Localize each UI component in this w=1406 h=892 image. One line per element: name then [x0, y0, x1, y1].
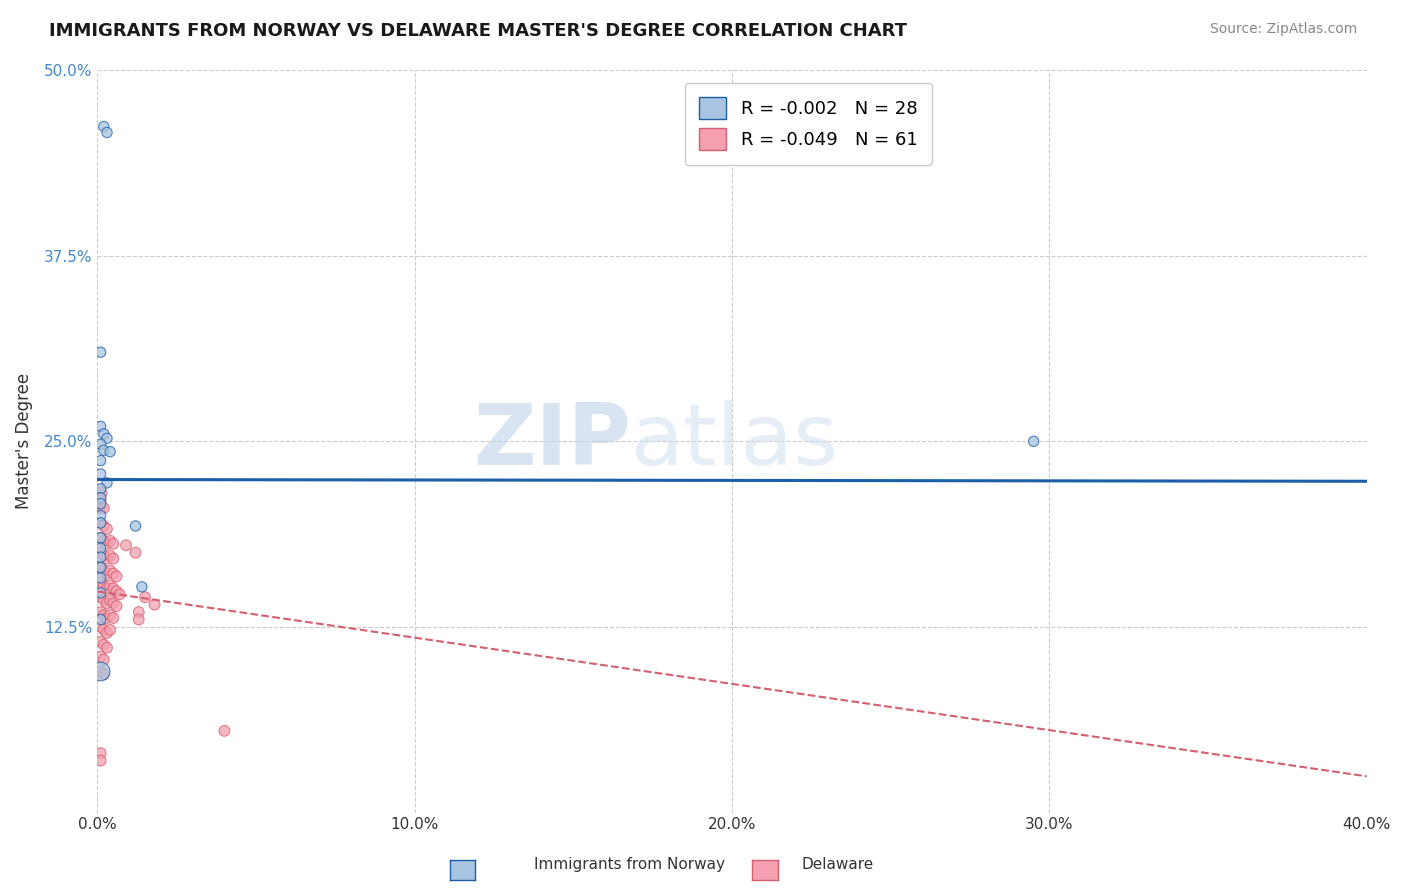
Text: Delaware: Delaware — [801, 857, 873, 872]
Point — [96, 522, 118, 536]
Point — [90, 345, 112, 359]
Point — [96, 537, 118, 551]
Point — [93, 593, 115, 607]
Point — [96, 475, 118, 490]
Point — [90, 560, 112, 574]
Point — [128, 613, 150, 627]
Point — [93, 501, 115, 516]
Point — [90, 482, 112, 496]
Point — [98, 564, 121, 578]
Point — [90, 746, 112, 760]
Y-axis label: Master's Degree: Master's Degree — [15, 373, 32, 509]
Point — [96, 640, 118, 655]
Point — [96, 625, 118, 640]
Point — [103, 596, 125, 610]
Point — [93, 623, 115, 637]
Point — [98, 593, 121, 607]
Point — [93, 549, 115, 563]
Point — [90, 586, 112, 600]
Point — [90, 754, 112, 768]
Point — [90, 591, 112, 605]
Point — [96, 431, 118, 445]
Point — [103, 537, 125, 551]
Point — [90, 571, 112, 585]
Point — [90, 419, 112, 434]
Point — [98, 608, 121, 623]
Point — [90, 665, 112, 679]
Point — [93, 608, 115, 623]
Point — [96, 582, 118, 596]
Point — [90, 531, 112, 545]
Point — [90, 437, 112, 451]
Point — [90, 546, 112, 560]
Point — [90, 575, 112, 590]
Point — [103, 611, 125, 625]
Point — [90, 649, 112, 664]
Point — [93, 120, 115, 134]
Point — [90, 560, 112, 574]
Point — [98, 444, 121, 458]
Point — [143, 598, 166, 612]
Point — [90, 665, 112, 679]
Point — [90, 550, 112, 565]
Point — [1022, 434, 1045, 449]
Point — [124, 546, 146, 560]
Point — [98, 578, 121, 592]
Point — [98, 533, 121, 548]
Point — [93, 652, 115, 666]
Point — [90, 516, 112, 530]
Point — [96, 125, 118, 139]
Point — [96, 596, 118, 610]
Point — [214, 723, 236, 738]
Point — [93, 519, 115, 533]
Point — [134, 591, 156, 605]
Point — [90, 501, 112, 516]
Point — [90, 605, 112, 619]
Point — [96, 551, 118, 566]
Point — [108, 587, 131, 601]
Point — [96, 566, 118, 581]
Text: ZIP: ZIP — [472, 400, 631, 483]
Point — [105, 599, 128, 614]
Point — [115, 538, 138, 552]
Point — [98, 549, 121, 563]
Point — [90, 493, 112, 508]
Point — [103, 551, 125, 566]
Point — [90, 634, 112, 648]
Legend: R = -0.002   N = 28, R = -0.049   N = 61: R = -0.002 N = 28, R = -0.049 N = 61 — [685, 83, 932, 165]
Point — [128, 605, 150, 619]
Point — [90, 531, 112, 545]
Point — [93, 638, 115, 652]
Point — [103, 566, 125, 581]
Point — [124, 519, 146, 533]
Point — [96, 611, 118, 625]
Point — [105, 584, 128, 599]
Point — [90, 516, 112, 530]
Point — [103, 582, 125, 596]
Point — [105, 569, 128, 583]
Point — [90, 613, 112, 627]
Text: IMMIGRANTS FROM NORWAY VS DELAWARE MASTER'S DEGREE CORRELATION CHART: IMMIGRANTS FROM NORWAY VS DELAWARE MASTE… — [49, 22, 907, 40]
Text: atlas: atlas — [631, 400, 838, 483]
Point — [131, 580, 153, 594]
Point — [90, 486, 112, 500]
Point — [93, 667, 115, 681]
Text: Source: ZipAtlas.com: Source: ZipAtlas.com — [1209, 22, 1357, 37]
Point — [90, 467, 112, 481]
Point — [93, 426, 115, 441]
Point — [93, 578, 115, 592]
Point — [98, 623, 121, 637]
Point — [90, 541, 112, 556]
Point — [93, 533, 115, 548]
Point — [90, 497, 112, 511]
Point — [90, 491, 112, 505]
Point — [90, 453, 112, 467]
Point — [90, 620, 112, 634]
Point — [93, 564, 115, 578]
Point — [90, 508, 112, 523]
Text: Immigrants from Norway: Immigrants from Norway — [534, 857, 725, 872]
Point — [93, 443, 115, 458]
